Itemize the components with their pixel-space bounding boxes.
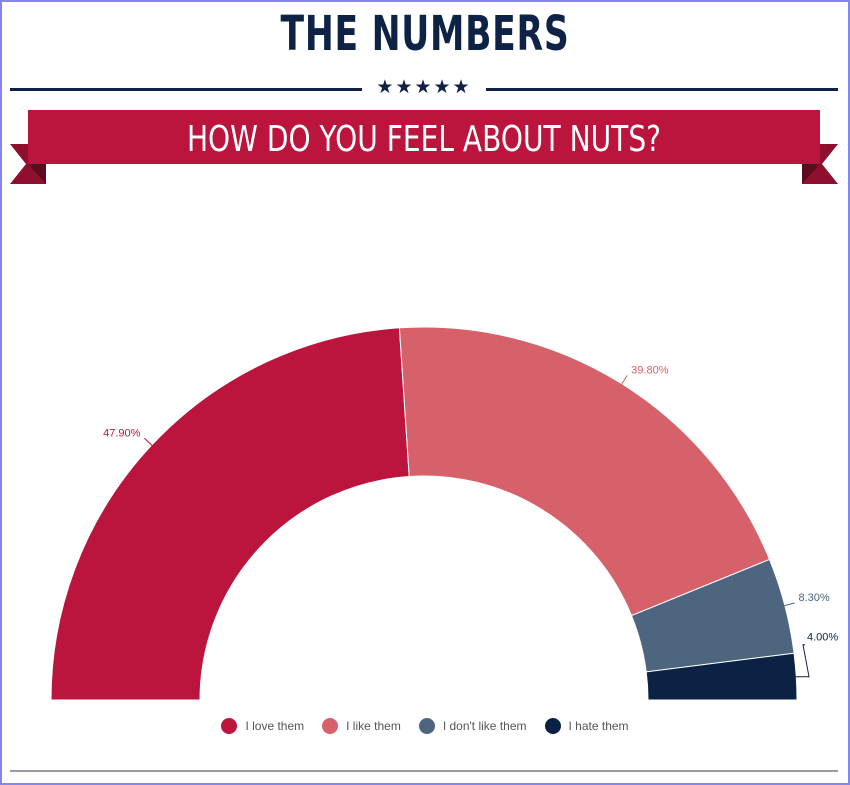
- chart-legend: I love them I like them I don't like the…: [0, 718, 850, 734]
- title-rule-left: [10, 88, 362, 91]
- legend-swatch: [221, 718, 238, 734]
- title-rule-right: [486, 88, 838, 91]
- legend-label: I don't like them: [442, 719, 527, 733]
- bottom-rule: [10, 770, 838, 772]
- slice-i-like-them[interactable]: [398, 326, 771, 617]
- slice-i-hate-them[interactable]: [645, 652, 798, 701]
- legend-item[interactable]: I like them: [322, 718, 401, 734]
- legend-item[interactable]: I love them: [221, 718, 304, 734]
- ribbon-fold-shadow-right: [802, 164, 820, 184]
- slice-i-love-them[interactable]: [50, 327, 410, 701]
- legend-label: I like them: [346, 719, 401, 733]
- slice-value-label: 39.80%: [631, 364, 669, 376]
- label-leader-line: [144, 437, 154, 447]
- legend-item[interactable]: I don't like them: [418, 718, 527, 734]
- label-leader-line: [620, 375, 628, 386]
- legend-swatch: [322, 718, 339, 734]
- legend-item[interactable]: I hate them: [544, 718, 629, 734]
- slice-value-label: 8.30%: [799, 592, 830, 604]
- ribbon-band: [28, 110, 820, 164]
- legend-label: I love them: [245, 719, 305, 733]
- slice-value-label: 4.00%: [807, 632, 838, 644]
- page-title: THE NUMBERS: [280, 6, 570, 62]
- slice-value-label: 47.90%: [103, 427, 141, 439]
- legend-swatch: [418, 718, 435, 734]
- star-rating-icon: ★★★★★: [376, 76, 472, 98]
- legend-label: I hate them: [568, 719, 629, 733]
- ribbon-fold-shadow-left: [28, 164, 46, 184]
- chart-subtitle: HOW DO YOU FEEL ABOUT NUTS?: [186, 119, 662, 160]
- label-leader-line: [794, 644, 810, 678]
- legend-swatch: [544, 718, 561, 734]
- half-donut-chart: 47.90% 39.80% 8.30% 4.00%: [50, 326, 838, 701]
- label-leader-line: [782, 602, 795, 607]
